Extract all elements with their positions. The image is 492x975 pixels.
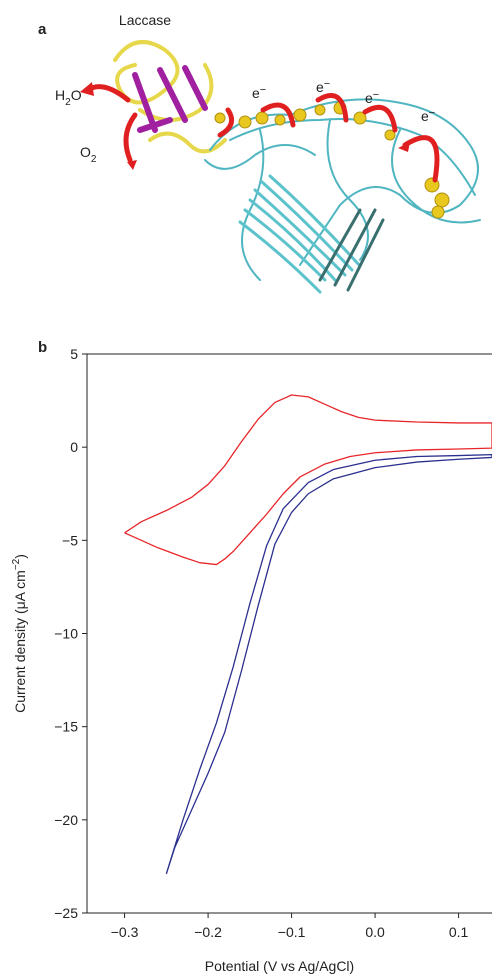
cv-curve	[165, 453, 492, 875]
y-label-tail: )	[12, 554, 28, 559]
electron-base: e	[421, 108, 429, 124]
electron-label: e−	[252, 84, 266, 101]
y-tick-label: −15	[54, 719, 78, 735]
o2-base: O	[80, 144, 91, 160]
cv-chart: −25 −20 −15 −10 −5 0 5 −0.3 −0.2 −0.1 0.0 0.1 Potent…	[11, 346, 492, 974]
electron-label: e−	[365, 89, 379, 106]
y-tick-label: 5	[70, 346, 78, 362]
y-label-text: Current density (μA cm	[12, 570, 28, 713]
protein-illustration	[80, 40, 481, 294]
h2o-label: H2O	[55, 87, 82, 108]
y-tick-label: −20	[54, 812, 78, 828]
y-axis-label: Current density (μA cm−2)	[11, 554, 28, 713]
panel-label: b	[38, 339, 47, 356]
o2-sub: 2	[91, 154, 97, 165]
electron-base: e	[316, 79, 324, 95]
h2o-tail: O	[71, 87, 82, 103]
cv-curve	[124, 394, 492, 566]
panel-label: a	[38, 21, 47, 38]
y-label-sup: −2	[11, 558, 22, 570]
h2o-sub: 2	[65, 97, 71, 108]
h2o-base: H	[55, 87, 65, 103]
electron-sup: −	[373, 89, 379, 101]
electron-base: e	[365, 90, 373, 106]
laccase-label: Laccase	[119, 12, 171, 28]
electron-label: e−	[421, 107, 435, 124]
x-tick-label: −0.3	[111, 924, 139, 940]
y-tick-label: 0	[70, 439, 78, 455]
x-axis-label: Potential (V vs Ag/AgCl)	[205, 958, 354, 974]
electron-sup: −	[324, 78, 330, 90]
y-tick-label: −25	[54, 905, 78, 921]
electron-sup: −	[429, 107, 435, 119]
x-tick-label: −0.2	[194, 924, 222, 940]
electron-label: e−	[316, 78, 330, 95]
electron-labels: e− e−e−e−	[252, 78, 435, 124]
x-tick-label: −0.1	[278, 924, 306, 940]
y-tick-label: −10	[54, 626, 78, 642]
o2-label: O2	[80, 144, 97, 165]
electron-base: e	[252, 85, 260, 101]
x-tick-label: 0.1	[449, 924, 469, 940]
electron-sup: −	[260, 84, 266, 96]
y-tick-label: −5	[62, 532, 78, 548]
x-tick-label: 0.0	[365, 924, 385, 940]
